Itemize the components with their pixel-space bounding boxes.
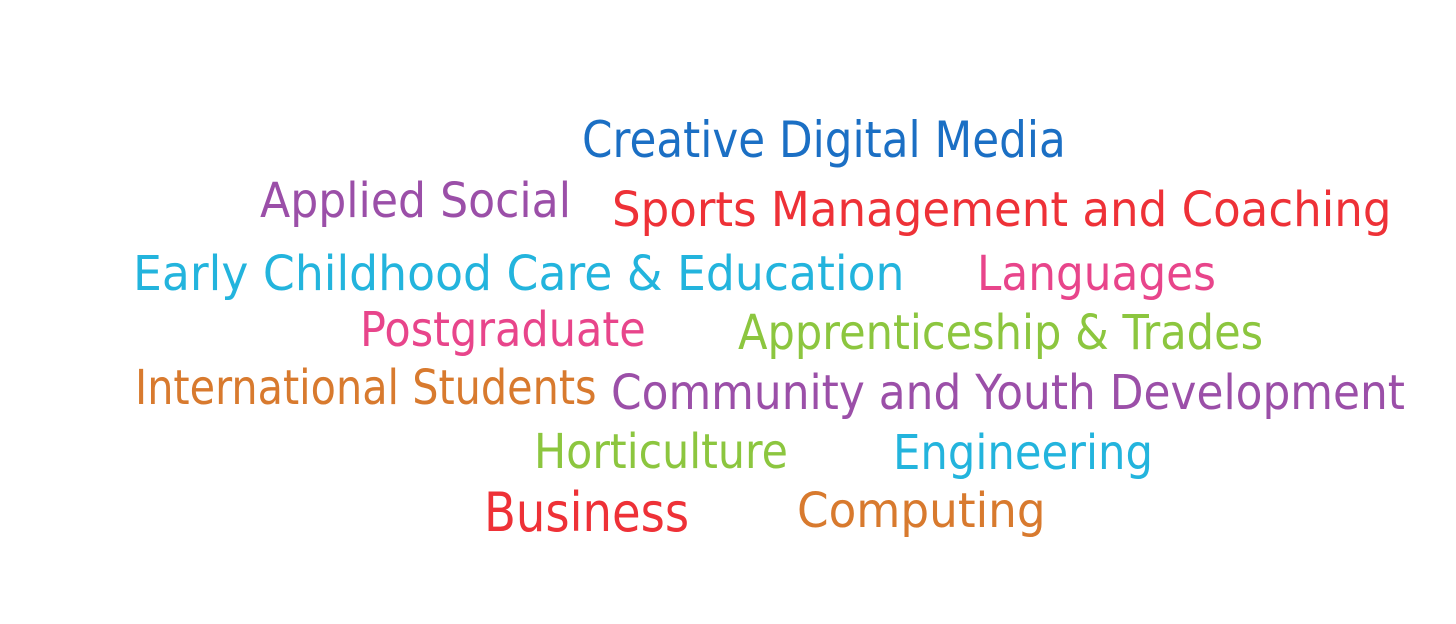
- word-horticulture[interactable]: Horticulture: [534, 424, 788, 480]
- word-business[interactable]: Business: [484, 481, 690, 544]
- word-languages[interactable]: Languages: [977, 246, 1216, 302]
- word-applied-social[interactable]: Applied Social: [260, 173, 572, 229]
- word-early-childhood-care-education[interactable]: Early Childhood Care & Education: [133, 246, 905, 302]
- word-community-and-youth-development[interactable]: Community and Youth Development: [611, 365, 1406, 421]
- word-engineering[interactable]: Engineering: [893, 425, 1154, 481]
- word-computing[interactable]: Computing: [797, 483, 1046, 539]
- word-international-students[interactable]: International Students: [135, 360, 597, 416]
- word-sports-management-and-coaching[interactable]: Sports Management and Coaching: [612, 182, 1392, 238]
- word-postgraduate[interactable]: Postgraduate: [360, 302, 646, 358]
- word-apprenticeship-trades[interactable]: Apprenticeship & Trades: [738, 305, 1264, 361]
- word-creative-digital-media[interactable]: Creative Digital Media: [582, 111, 1066, 169]
